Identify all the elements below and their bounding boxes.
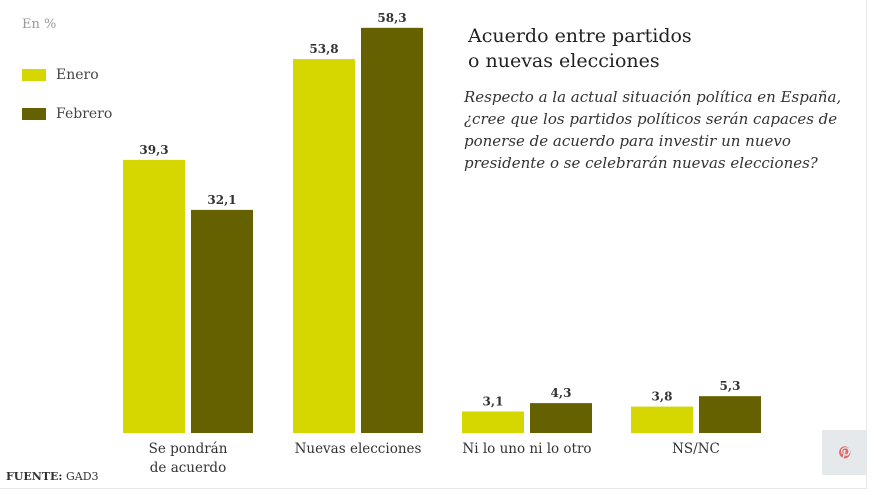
bar-febrero-3: [699, 396, 761, 433]
category-label-0-1: de acuerdo: [150, 460, 226, 476]
pinterest-icon: [838, 445, 850, 459]
bar-febrero-1: [361, 27, 423, 433]
bar-enero-0: [123, 159, 185, 434]
source-note: FUENTE: GAD3: [6, 470, 99, 483]
data-label-febrero-0: 32,1: [207, 193, 236, 207]
bar-febrero-2: [530, 403, 592, 433]
data-label-febrero-2: 4,3: [551, 386, 572, 400]
bar-febrero-0: [191, 209, 253, 433]
bar-enero-3: [631, 406, 693, 433]
bar-enero-2: [462, 411, 524, 433]
category-label-3-0: NS/NC: [672, 441, 720, 457]
data-label-febrero-3: 5,3: [720, 379, 741, 393]
source-label: FUENTE:: [6, 470, 63, 483]
data-label-enero-1: 53,8: [309, 42, 338, 56]
data-label-enero-3: 3,8: [652, 390, 673, 404]
legend-item-febrero: Febrero: [22, 106, 112, 122]
category-label-0-0: Se pondrán: [149, 441, 228, 457]
data-label-febrero-1: 58,3: [377, 11, 406, 25]
legend-item-enero: Enero: [22, 67, 99, 83]
chart-title-line-2: o nuevas elecciones: [468, 50, 660, 72]
legend-label-febrero: Febrero: [56, 106, 113, 122]
bar-enero-1: [293, 59, 355, 434]
legend-swatch-febrero: [22, 108, 46, 120]
source-value: GAD3: [65, 470, 99, 483]
legend-label-enero: Enero: [56, 67, 99, 83]
data-label-enero-0: 39,3: [139, 143, 168, 157]
chart-title: Acuerdo entre partidos o nuevas eleccion…: [468, 24, 692, 74]
category-label-1-0: Nuevas elecciones: [295, 441, 422, 457]
pinterest-button[interactable]: [822, 430, 867, 475]
data-label-enero-2: 3,1: [483, 394, 504, 408]
unit-label: En %: [22, 17, 57, 32]
chart-title-line-1: Acuerdo entre partidos: [468, 25, 692, 47]
legend-swatch-enero: [22, 69, 46, 81]
category-label-2-0: Ni lo uno ni lo otro: [462, 441, 591, 457]
survey-question: Respecto a la actual situación política …: [464, 88, 842, 172]
